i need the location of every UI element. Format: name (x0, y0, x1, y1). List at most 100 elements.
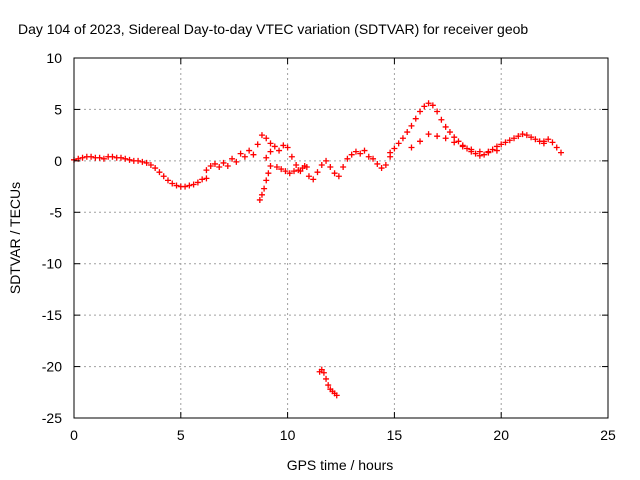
data-point (220, 159, 227, 166)
data-point (263, 154, 270, 161)
y-tick-label: 5 (54, 101, 62, 117)
data-point (485, 149, 492, 156)
data-point (318, 366, 325, 373)
series-dip-near-9h (256, 163, 274, 203)
x-tick-label: 20 (493, 427, 509, 443)
data-point (553, 144, 560, 151)
data-point (412, 115, 419, 122)
data-point (331, 170, 338, 177)
data-point (451, 134, 458, 141)
data-point (365, 153, 372, 160)
data-point (100, 155, 107, 162)
data-point (203, 167, 210, 174)
data-point (263, 177, 270, 184)
data-point (399, 135, 406, 142)
data-point (395, 140, 402, 147)
data-point (540, 138, 547, 145)
data-point (425, 100, 432, 107)
data-point (160, 173, 167, 180)
data-point (408, 144, 415, 151)
data-point (182, 183, 189, 190)
data-point (333, 392, 340, 399)
data-point (169, 180, 176, 187)
plot-frame (73, 57, 609, 419)
series-shadow-15-20h (408, 131, 500, 156)
y-tick-label: -25 (42, 410, 62, 426)
x-axis-label: GPS time / hours (287, 457, 394, 473)
grid-layer (74, 58, 608, 418)
data-point (273, 164, 280, 171)
data-point (387, 149, 394, 156)
series-main-trace (71, 153, 210, 190)
x-tick-label: 0 (70, 427, 78, 443)
data-point (267, 140, 274, 147)
data-point (425, 131, 432, 138)
data-point (135, 157, 142, 164)
y-tick-label: -15 (42, 307, 62, 323)
data-point (476, 148, 483, 155)
data-point (190, 181, 197, 188)
y-tick-label: 0 (54, 153, 62, 169)
data-point (481, 151, 488, 158)
data-point (344, 155, 351, 162)
data-point (404, 129, 411, 136)
data-point (310, 176, 317, 183)
data-point (126, 156, 133, 163)
data-point (233, 158, 240, 165)
data-point (417, 138, 424, 145)
data-point (173, 182, 180, 189)
data-point (258, 132, 265, 139)
data-point (314, 169, 321, 176)
chart-title: Day 104 of 2023, Sidereal Day-to-day VTE… (18, 21, 528, 37)
data-point (256, 196, 263, 203)
data-point (357, 150, 364, 157)
data-point (299, 165, 306, 172)
data-point (515, 133, 522, 140)
series-segment-15-23h (387, 100, 547, 159)
data-point (265, 170, 272, 177)
data-point (263, 135, 270, 142)
data-point (117, 154, 124, 161)
series-outlier-cluster (316, 366, 340, 399)
data-point (472, 150, 479, 157)
data-point (211, 160, 218, 167)
series-layer (71, 100, 565, 399)
data-point (327, 164, 334, 171)
data-point (286, 170, 293, 177)
data-point (276, 147, 283, 154)
data-point (88, 153, 95, 160)
data-point (152, 165, 159, 172)
data-point (464, 145, 471, 152)
data-point (511, 135, 518, 142)
data-point (207, 163, 214, 169)
data-point (468, 146, 475, 153)
data-point (489, 146, 496, 153)
data-point (194, 179, 201, 186)
data-point (305, 173, 312, 180)
data-point (96, 154, 103, 161)
y-axis-label: SDTVAR / TECUs (7, 182, 23, 294)
data-point (147, 161, 154, 168)
data-point (506, 137, 513, 144)
data-point (382, 161, 389, 168)
data-point (438, 116, 445, 123)
y-tick-label: -10 (42, 256, 62, 272)
data-point (417, 108, 424, 115)
data-point (224, 163, 231, 169)
data-point (164, 177, 171, 184)
data-point (335, 173, 342, 180)
data-point (378, 165, 385, 172)
data-point (280, 142, 287, 149)
ticks-layer: 0 5 10 15 20 25 -25 -20 -15 -10 -5 0 5 10 (42, 50, 616, 443)
data-point (325, 382, 332, 389)
data-point (293, 161, 300, 168)
data-point (549, 139, 556, 146)
data-point (429, 102, 436, 109)
x-tick-label: 15 (387, 427, 403, 443)
data-point (203, 175, 210, 182)
y-tick-label: -5 (50, 204, 63, 220)
data-point (528, 134, 535, 141)
data-point (303, 164, 310, 171)
data-point (374, 160, 381, 167)
